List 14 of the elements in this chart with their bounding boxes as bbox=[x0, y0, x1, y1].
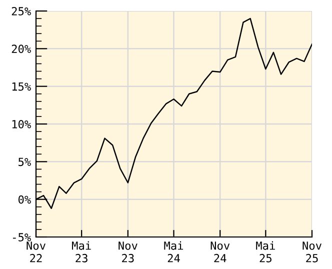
x-tick-label: Nov 25 bbox=[302, 242, 322, 262]
x-tick-label: Mai 25 bbox=[256, 241, 275, 262]
y-tick-label: 25% bbox=[12, 7, 31, 16]
x-tick-label: Mai 23 bbox=[72, 241, 91, 262]
y-tick-label: 5% bbox=[18, 158, 31, 166]
x-tick-label: Nov 23 bbox=[118, 242, 138, 262]
y-tick-label: 10% bbox=[12, 120, 31, 128]
x-tick-label: Nov 24 bbox=[210, 242, 230, 262]
y-tick-label: -5% bbox=[13, 233, 31, 242]
y-tick-label: 20% bbox=[12, 44, 31, 54]
x-tick-label: Nov 22 bbox=[26, 242, 46, 262]
y-tick-label: 0% bbox=[18, 195, 31, 204]
x-tick-label: Mai 24 bbox=[164, 241, 184, 262]
y-tick-label: 15% bbox=[12, 82, 31, 91]
